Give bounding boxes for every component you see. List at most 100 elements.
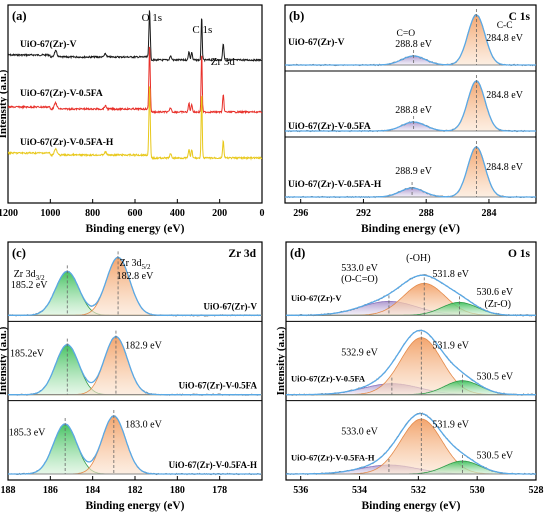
series-name-label: UiO-67(Zr)-V-0.5FA-H (20, 137, 114, 148)
peak-energy-label: 185.3 eV (9, 428, 46, 439)
x-axis-label: Binding energy (eV) (85, 223, 184, 235)
peak-label: O 1s (142, 12, 162, 24)
x-tick-label: 1200 (0, 208, 18, 219)
series-line (7, 10, 263, 63)
panel-title: C 1s (509, 11, 531, 23)
sample-name: UiO-67(Zr)-V-0.5FA-H (291, 453, 375, 463)
fit-envelope-line (286, 274, 536, 316)
group-label: (-OH) (406, 253, 430, 264)
peak-energy-label: 284.8 eV (486, 33, 523, 44)
panel-title: Zr 3d (228, 248, 256, 260)
peak-energy-label: 288.8 eV (395, 39, 432, 50)
x-tick-label: 1000 (40, 208, 60, 219)
plot-frame (285, 241, 537, 481)
x-tick-label: 184 (85, 485, 100, 496)
series-line (7, 86, 262, 161)
peak-energy-label: 288.8 eV (395, 105, 432, 116)
x-tick-label: 800 (85, 208, 100, 219)
peak-energy-label: 182.9 eV (125, 340, 162, 351)
peak-energy-label: 530.5 eV (476, 371, 513, 382)
sample-name: UiO-67(Zr)-V-0.5FA (179, 381, 258, 391)
x-tick-label: 0 (260, 208, 265, 219)
peak-energy-label: 532.9 eV (341, 347, 378, 358)
bond-label: C=O (397, 29, 416, 39)
sample-name: UiO-67(Zr)-V (204, 301, 258, 311)
peak-energy-label: 284.8 eV (486, 90, 523, 101)
fit-envelope-line (8, 336, 261, 396)
fit-envelope-line (285, 14, 536, 66)
fit-envelope-line (8, 415, 261, 475)
x-tick-label: 536 (293, 485, 308, 496)
plot-frame (284, 4, 537, 204)
orbital-label: Zr 3d5/2 (120, 258, 151, 271)
sample-name: UiO-67(Zr)-V (288, 37, 345, 48)
y-axis-label: Intensity (a.u.) (0, 326, 9, 395)
peak-energy-label: 530.6 eV (476, 287, 513, 298)
x-axis-label: Binding energy (eV) (85, 500, 184, 512)
peak-energy-label: 182.8 eV (117, 271, 154, 282)
x-tick-label: 188 (1, 485, 16, 496)
bond-label: C-C (497, 21, 513, 31)
peak-energy-label: 533.0 eV (341, 263, 378, 274)
peak-energy-label: 531.9 eV (432, 340, 469, 351)
peak-energy-label: 531.8 eV (432, 269, 469, 280)
sample-name: UiO-67(Zr)-V-0.5FA (291, 373, 366, 383)
panel-tag-b: (b) (289, 9, 304, 23)
group-label: (Zr-O) (485, 299, 511, 310)
peak-energy-label: 288.9 eV (395, 166, 432, 177)
series-name-label: UiO-67(Zr)-V-0.5FA (20, 88, 103, 99)
x-tick-label: 292 (356, 208, 371, 219)
group-label: (O-C=O) (341, 274, 378, 285)
x-tick-label: 288 (419, 208, 434, 219)
sample-name: UiO-67(Zr)-V-0.5FA-H (169, 460, 257, 470)
x-tick-label: 600 (128, 208, 143, 219)
peak-energy-label: 531.9 eV (432, 420, 469, 431)
panel-title: O 1s (508, 248, 531, 260)
x-tick-label: 532 (411, 485, 426, 496)
x-tick-label: 534 (352, 485, 367, 496)
fit-envelope-line (286, 412, 536, 475)
fit-envelope-line (285, 80, 536, 132)
peak-energy-label: 530.5 eV (476, 451, 513, 462)
x-tick-label: 528 (529, 485, 544, 496)
sample-name: UiO-67(Zr)-V-0.5FA (288, 121, 371, 132)
panel-tag-a: (a) (12, 9, 27, 23)
fit-component-peak (286, 337, 536, 396)
x-tick-label: 178 (212, 485, 227, 496)
x-tick-label: 296 (293, 208, 308, 219)
fit-envelope-line (8, 256, 261, 316)
series-line (7, 46, 263, 115)
y-axis-label: Intensity (a.u.) (0, 69, 9, 138)
peak-energy-label: 185.2eV (10, 348, 45, 359)
fit-envelope-line (285, 146, 536, 198)
x-tick-label: 284 (481, 208, 496, 219)
x-tick-label: 200 (212, 208, 227, 219)
peak-energy-label: 185.2 eV (11, 280, 48, 291)
x-tick-label: 400 (170, 208, 185, 219)
orbital-label: Zr 3d3/2 (14, 269, 45, 282)
fit-component-peak (286, 418, 536, 475)
panel-d: 536 534 532 530 528 Binding energy (eV) (d) O 1… (275, 241, 544, 512)
y-axis-label: Intensity (a.u.) (275, 326, 287, 395)
panel-b: 296 292 288 284 Binding energy (eV) (b) C 1s Ui… (284, 4, 537, 235)
x-tick-label: 186 (43, 485, 58, 496)
peak-energy-label: 183.0 eV (125, 420, 162, 431)
panel-tag-c: (c) (12, 246, 26, 260)
x-axis-label: Binding energy (eV) (361, 500, 460, 512)
x-tick-label: 180 (170, 485, 185, 496)
sample-name: UiO-67(Zr)-V-0.5FA-H (288, 179, 382, 190)
peak-energy-label: 533.0 eV (341, 427, 378, 438)
fit-envelope-line (286, 329, 536, 396)
x-tick-label: 182 (128, 485, 143, 496)
x-tick-label: 530 (470, 485, 485, 496)
sample-name: UiO-67(Zr)-V (291, 293, 342, 303)
peak-label: Zr 3d (211, 56, 236, 68)
panel-tag-d: (d) (290, 246, 305, 260)
panel-c: 188 186 184 182 180 178 Binding energy (eV) (c)… (0, 241, 263, 512)
peak-energy-label: 284.8 eV (486, 162, 523, 173)
peak-label: C 1s (192, 24, 212, 36)
series-name-label: UiO-67(Zr)-V (20, 39, 77, 50)
x-axis-label: Binding energy (eV) (361, 223, 460, 235)
panel-a: 1200 1000 800 600 400 200 0 Binding energy (eV)… (0, 4, 265, 235)
